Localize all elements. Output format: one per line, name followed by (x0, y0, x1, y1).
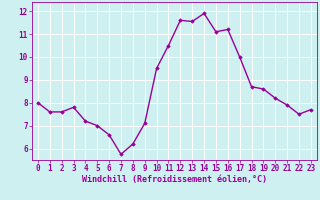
X-axis label: Windchill (Refroidissement éolien,°C): Windchill (Refroidissement éolien,°C) (82, 175, 267, 184)
